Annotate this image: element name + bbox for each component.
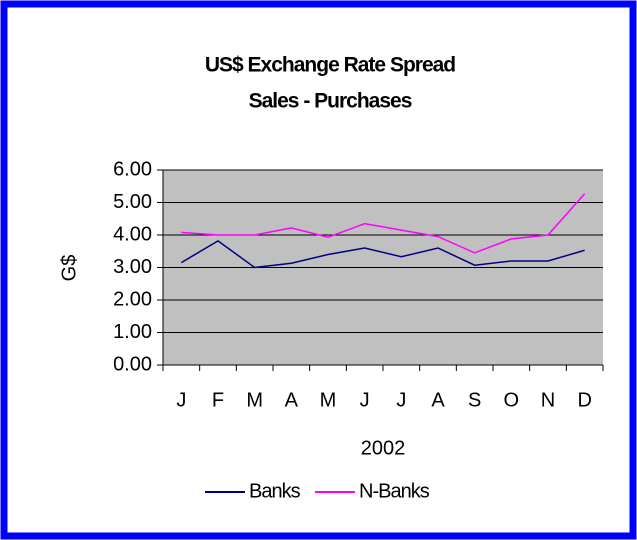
y-tick-label: 5.00 bbox=[113, 191, 152, 213]
x-tick-label: F bbox=[212, 389, 224, 411]
y-tick-label: 1.00 bbox=[113, 321, 152, 343]
x-tick-label: M bbox=[320, 389, 337, 411]
x-tick-label: J bbox=[176, 389, 186, 411]
y-tick-label: 6.00 bbox=[113, 158, 152, 180]
x-tick-label: D bbox=[577, 389, 591, 411]
legend-label: N-Banks bbox=[359, 480, 430, 502]
y-tick-label: 3.00 bbox=[113, 256, 152, 278]
x-tick-label: O bbox=[504, 389, 520, 411]
x-tick-label: N bbox=[541, 389, 555, 411]
x-tick-label: S bbox=[468, 389, 481, 411]
x-tick-label: M bbox=[246, 389, 263, 411]
x-tick-label: A bbox=[431, 389, 445, 411]
y-tick-label: 2.00 bbox=[113, 288, 152, 310]
y-tick-label: 0.00 bbox=[113, 353, 152, 375]
legend-label: Banks bbox=[249, 480, 301, 502]
series-line bbox=[180, 239, 585, 269]
x-tick-label: A bbox=[285, 389, 299, 411]
chart-subtitle: Sales - Purchases bbox=[249, 90, 412, 113]
chart-title: US$ Exchange Rate Spread bbox=[205, 54, 455, 77]
y-axis-label: G$ bbox=[58, 255, 80, 282]
x-axis-label: 2002 bbox=[361, 437, 406, 459]
y-tick-label: 4.00 bbox=[113, 223, 152, 245]
x-tick-label: J bbox=[396, 389, 406, 411]
series-line bbox=[181, 193, 586, 254]
x-tick-label: J bbox=[360, 389, 370, 411]
